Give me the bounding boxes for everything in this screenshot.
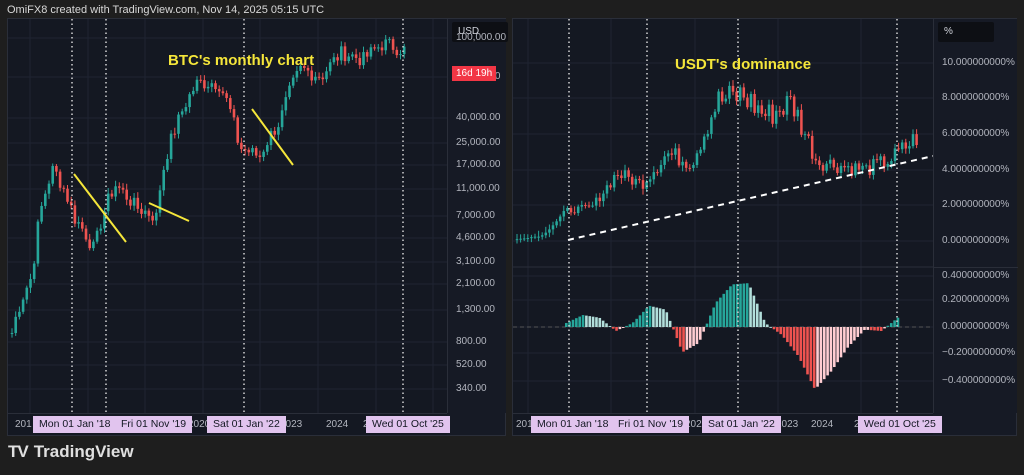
- usdt-dominance-panel: USDT's dominance % 10.000000000% 8.000000…: [512, 18, 1018, 436]
- y-tick: 25,000.00: [456, 137, 501, 148]
- y-tick: 2,100.00: [456, 278, 495, 289]
- x-tick: 201: [516, 419, 533, 430]
- y-tick: 40,000.00: [456, 112, 501, 123]
- btc-chart-title: BTC's monthly chart: [168, 52, 315, 69]
- tradingview-brand: TV TradingView: [8, 442, 134, 462]
- x-tick: 2020: [188, 419, 211, 430]
- y-tick: 0.200000000%: [942, 294, 1010, 305]
- btc-time-axis[interactable]: 201 2020 2023 2024 2 Mon 01 Jan '18 Fri …: [8, 413, 450, 435]
- x-tick: 2: [854, 419, 860, 430]
- y-tick: 8.000000000%: [942, 92, 1010, 103]
- y-tick: 6.000000000%: [942, 128, 1010, 139]
- currency-unit-label[interactable]: USD: [452, 22, 508, 42]
- x-tick: 201: [15, 419, 32, 430]
- btc-price-axis[interactable]: USD 100,000.0060,000.0040,000.0025,000.0…: [447, 19, 508, 413]
- usdt-chart-title: USDT's dominance: [675, 56, 812, 73]
- pane-divider[interactable]: [934, 267, 1018, 268]
- btc-candles: [8, 19, 447, 413]
- candle-countdown-badge: 16d 19h: [452, 66, 497, 81]
- y-tick: 0.000000000%: [942, 321, 1010, 332]
- date-marker-label: Wed 01 Oct '25: [858, 416, 942, 433]
- date-marker-label: Sat 01 Jan '22: [702, 416, 781, 433]
- x-tick: 2: [363, 419, 369, 430]
- usdt-time-axis[interactable]: 201 202 2023 2024 2 Mon 01 Jan '18 Fri 0…: [513, 413, 942, 435]
- y-tick: 340.00: [456, 383, 487, 394]
- date-marker-label: Sat 01 Jan '22: [207, 416, 286, 433]
- y-tick: 17,000.00: [456, 159, 501, 170]
- y-tick: 0.400000000%: [942, 270, 1010, 281]
- y-tick: −0.400000000%: [942, 375, 1016, 386]
- percent-unit-label[interactable]: %: [938, 22, 994, 42]
- y-tick: 4.000000000%: [942, 164, 1010, 175]
- y-tick: −0.200000000%: [942, 347, 1016, 358]
- x-tick: 202: [685, 419, 702, 430]
- usdt-plot-area[interactable]: USDT's dominance: [513, 19, 933, 413]
- date-marker-label: Fri 01 Nov '19: [612, 416, 690, 433]
- y-tick: 800.00: [456, 336, 487, 347]
- usdt-candles-and-histogram: [513, 19, 933, 413]
- x-tick: 2023: [776, 419, 799, 430]
- date-marker-label: Wed 01 Oct '25: [366, 416, 450, 433]
- x-tick: 2024: [811, 419, 834, 430]
- y-tick: 11,000.00: [456, 183, 500, 194]
- brand-name: TradingView: [33, 442, 134, 461]
- btc-plot-area[interactable]: BTC's monthly chart: [8, 19, 447, 413]
- y-tick: 100,000.00: [456, 32, 507, 43]
- y-tick: 3,100.00: [456, 256, 495, 267]
- y-tick: 10.000000000%: [942, 57, 1015, 68]
- chart-attribution: OmiFX8 created with TradingView.com, Nov…: [7, 4, 325, 16]
- y-tick: 0.000000000%: [942, 235, 1010, 246]
- x-tick: 2023: [280, 419, 303, 430]
- date-marker-label: Fri 01 Nov '19: [115, 416, 193, 433]
- tradingview-logo-icon: TV: [8, 442, 29, 461]
- x-tick: 2024: [326, 419, 349, 430]
- y-tick: 7,000.00: [456, 210, 495, 221]
- date-marker-label: Mon 01 Jan '18: [33, 416, 117, 433]
- y-tick: 520.00: [456, 359, 487, 370]
- y-tick: 2.000000000%: [942, 199, 1010, 210]
- usdt-percent-axis[interactable]: % 10.000000000% 8.000000000% 6.000000000% 4…: [933, 19, 1018, 413]
- y-tick: 1,300.00: [456, 304, 495, 315]
- y-tick: 4,600.00: [456, 232, 495, 243]
- date-marker-label: Mon 01 Jan '18: [531, 416, 615, 433]
- btc-chart-panel: BTC's monthly chart USD 100,000.0060,000…: [7, 18, 508, 436]
